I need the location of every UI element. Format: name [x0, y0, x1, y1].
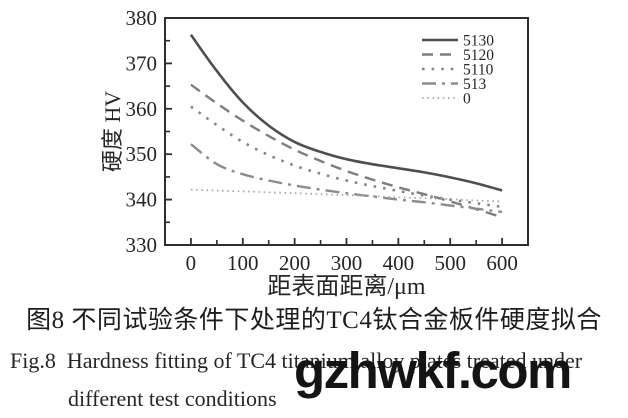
series-curve-0: [190, 188, 503, 203]
caption-english: Fig.8 Hardness fitting of TC4 titanium a…: [10, 348, 582, 412]
legend-label-0: 0: [463, 91, 471, 108]
caption-english-line2: different test conditions: [68, 386, 277, 411]
hardness-line-chart: 0 100 200 300 400 500 600 330 340 350 360 370 380 距表面…: [100, 6, 529, 300]
y-tick-label: 380: [126, 6, 158, 30]
legend-label-513: 513: [463, 76, 487, 93]
y-tick-label: 360: [126, 97, 158, 121]
caption-chinese: 图8 不同试验条件下处理的TC4钛合金板件硬度拟合: [26, 307, 602, 334]
series-curve-5120: [190, 83, 503, 219]
y-tick-label: 340: [126, 188, 158, 212]
y-tick-label: 370: [126, 51, 158, 75]
caption-english-line1: Fig.8 Hardness fitting of TC4 titanium a…: [10, 348, 583, 373]
series-curve-5110: [190, 105, 503, 209]
y-axis-title: 硬度 HV: [100, 91, 125, 172]
series-curve-513: [190, 143, 503, 214]
x-axis-title: 距表面距离/μm: [267, 273, 426, 300]
x-tick-label: 100: [227, 251, 259, 275]
legend-label-5120: 5120: [463, 47, 494, 64]
legend-label-5110: 5110: [463, 62, 494, 79]
x-tick-label: 0: [186, 251, 197, 275]
x-tick-label: 500: [434, 251, 466, 275]
watermark-text: gzhwkf.com: [294, 342, 572, 399]
y-tick-label: 350: [126, 142, 158, 166]
x-tick-label: 200: [279, 251, 311, 275]
x-tick-label: 600: [486, 251, 518, 275]
y-tick-label: 330: [126, 233, 158, 257]
x-tick-label: 300: [331, 251, 363, 275]
series-curve-5130: [189, 34, 503, 192]
x-tick-label: 400: [383, 251, 415, 275]
legend-label-5130: 5130: [463, 33, 494, 50]
